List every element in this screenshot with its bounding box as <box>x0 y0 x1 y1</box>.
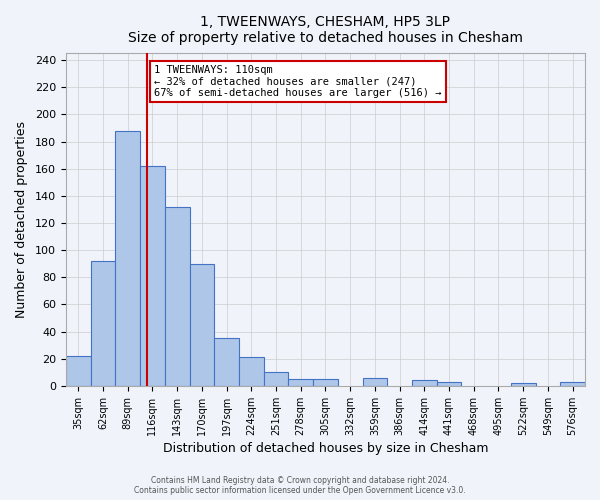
Bar <box>115 130 140 386</box>
Text: Contains HM Land Registry data © Crown copyright and database right 2024.
Contai: Contains HM Land Registry data © Crown c… <box>134 476 466 495</box>
Bar <box>214 338 239 386</box>
Text: 1 TWEENWAYS: 110sqm
← 32% of detached houses are smaller (247)
67% of semi-detac: 1 TWEENWAYS: 110sqm ← 32% of detached ho… <box>154 65 442 98</box>
Bar <box>362 378 387 386</box>
X-axis label: Distribution of detached houses by size in Chesham: Distribution of detached houses by size … <box>163 442 488 455</box>
Bar <box>66 356 91 386</box>
Bar <box>140 166 165 386</box>
Bar <box>511 383 536 386</box>
Bar <box>560 382 585 386</box>
Title: 1, TWEENWAYS, CHESHAM, HP5 3LP
Size of property relative to detached houses in C: 1, TWEENWAYS, CHESHAM, HP5 3LP Size of p… <box>128 15 523 45</box>
Bar <box>412 380 437 386</box>
Bar <box>239 358 263 386</box>
Y-axis label: Number of detached properties: Number of detached properties <box>15 121 28 318</box>
Bar <box>437 382 461 386</box>
Bar <box>263 372 289 386</box>
Bar <box>91 261 115 386</box>
Bar <box>313 379 338 386</box>
Bar <box>190 264 214 386</box>
Bar <box>289 379 313 386</box>
Bar <box>165 206 190 386</box>
